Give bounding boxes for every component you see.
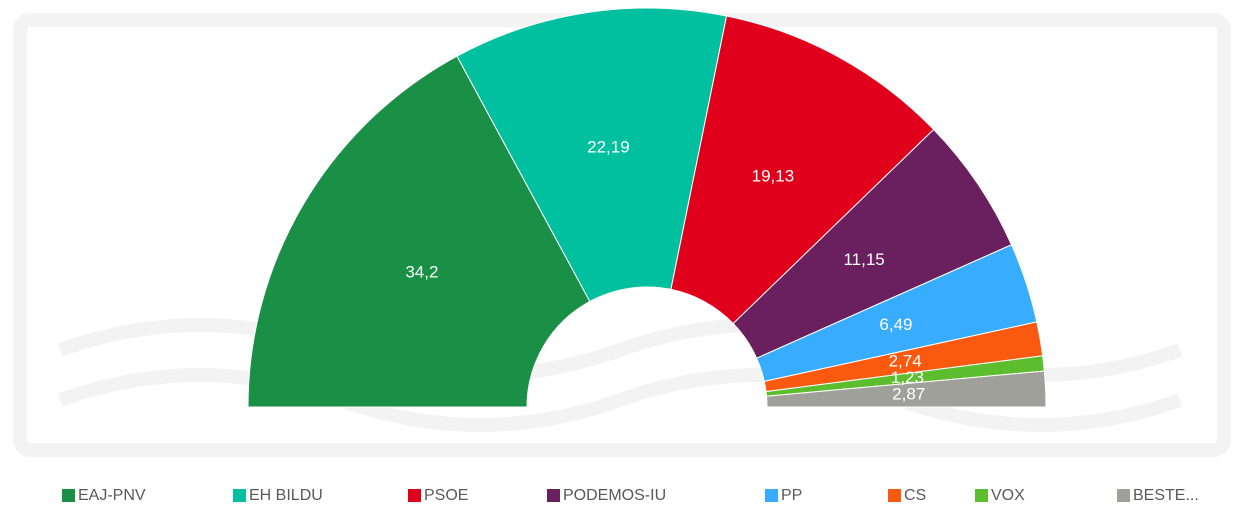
legend-label: CS	[904, 487, 926, 504]
slice	[456, 7, 728, 303]
data-label: 1,23	[891, 368, 924, 387]
data-label: 19,13	[752, 167, 795, 186]
legend-label: PP	[781, 487, 802, 504]
legend-swatch	[408, 489, 421, 502]
legend-swatch	[547, 489, 560, 502]
data-label: 22,19	[587, 137, 630, 156]
data-label: 34,2	[405, 262, 438, 281]
legend-swatch	[765, 489, 778, 502]
legend-label: PODEMOS-IU	[563, 487, 666, 504]
data-label: 11,15	[843, 250, 884, 269]
data-label: 6,49	[879, 315, 912, 334]
legend-label: VOX	[991, 487, 1025, 504]
legend-label: BESTE...	[1133, 487, 1199, 504]
legend-swatch	[62, 489, 75, 502]
legend-label: EH BILDU	[249, 487, 323, 504]
legend-swatch	[1117, 489, 1130, 502]
legend-swatch	[975, 489, 988, 502]
legend-swatch	[888, 489, 901, 502]
data-label: 2,74	[889, 352, 922, 371]
legend-label: EAJ-PNV	[78, 487, 146, 504]
legend-label: PSOE	[424, 487, 468, 504]
slice	[765, 370, 1047, 408]
legend-swatch	[233, 489, 246, 502]
slice	[670, 15, 935, 325]
data-label: 2,87	[892, 385, 925, 404]
